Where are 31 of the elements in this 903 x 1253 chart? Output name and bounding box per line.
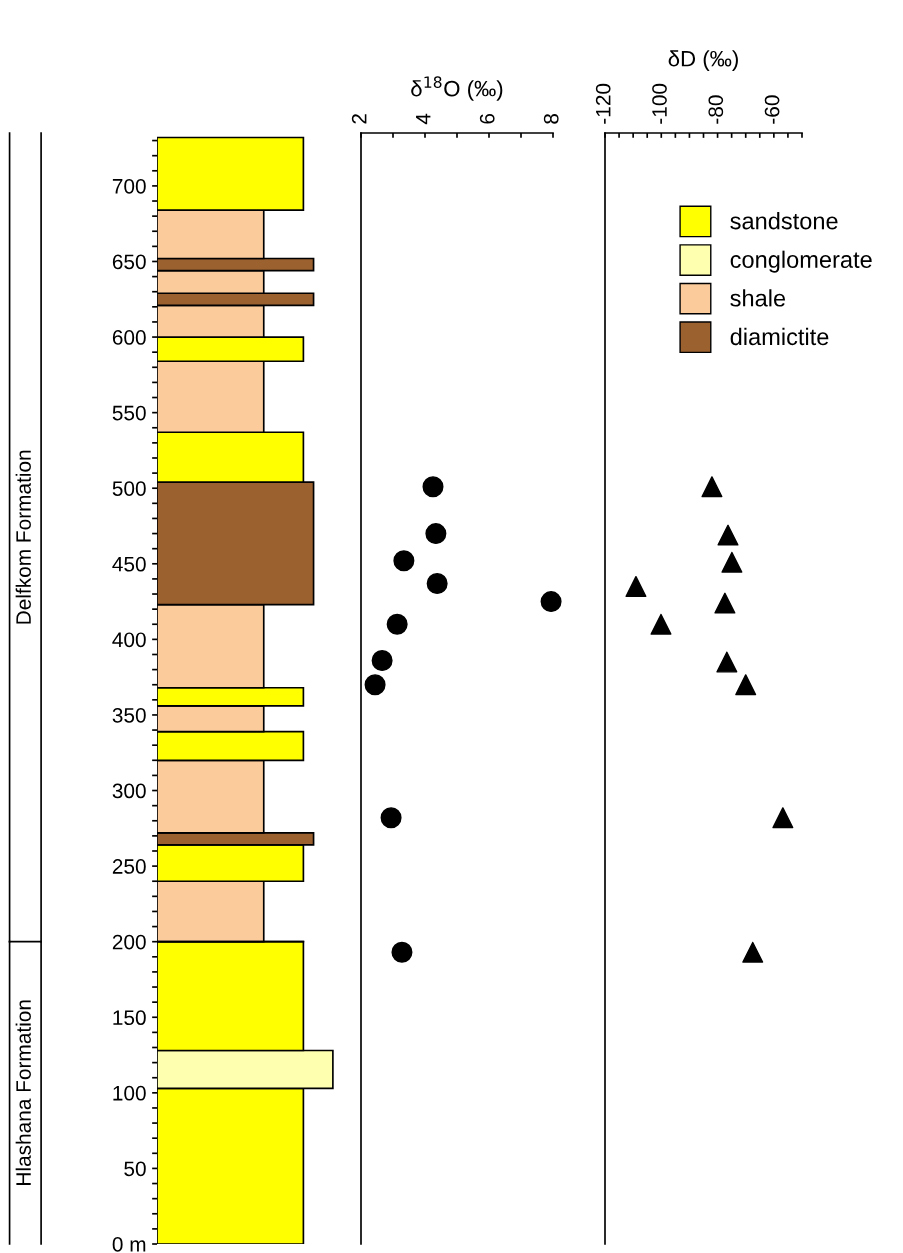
y-tick-label: 350 [112, 707, 146, 723]
y-tick-label: 500 [112, 481, 146, 496]
y-tick-label: 650 [112, 254, 146, 270]
x-tick-label: 6 [479, 114, 495, 124]
text: Hlashana Formation [15, 1000, 31, 1185]
y-tick-label: 200 [112, 934, 146, 950]
y-tick-label: 150 [113, 1010, 146, 1026]
y-tick-label: 600 [112, 330, 146, 345]
y-tick-label: 700 [112, 178, 146, 194]
legend-label: sandstone [730, 212, 838, 230]
x-axis-title: δD (‰) [668, 50, 738, 71]
y-tick-label: 250 [112, 859, 146, 874]
y-tick-label: 100 [113, 1085, 146, 1101]
x-tick-label: -60 [764, 95, 780, 124]
legend-label: diamictite [730, 327, 829, 346]
x-tick-label: -100 [652, 83, 667, 124]
x-tick-label: -80 [708, 95, 724, 124]
x-tick-label: 4 [416, 113, 431, 125]
legend-label: conglomerate [730, 250, 872, 273]
y-tick-label: 50 [124, 1161, 146, 1177]
x-tick-label: 8 [543, 113, 559, 124]
text: Delfkom Formation [15, 450, 31, 624]
y-tick-label: 550 [112, 405, 146, 421]
y-tick-label: 400 [112, 632, 146, 648]
y-tick-label: 300 [112, 783, 146, 799]
legend-label: shale [730, 289, 786, 307]
y-tick-label: 0 m [112, 1237, 146, 1252]
x-tick-label: 2 [351, 114, 367, 124]
x-tick-label: -120 [595, 83, 611, 124]
y-tick-label: 450 [112, 556, 146, 572]
x-axis-title: δ$^{18}$O (‰) [411, 76, 503, 101]
